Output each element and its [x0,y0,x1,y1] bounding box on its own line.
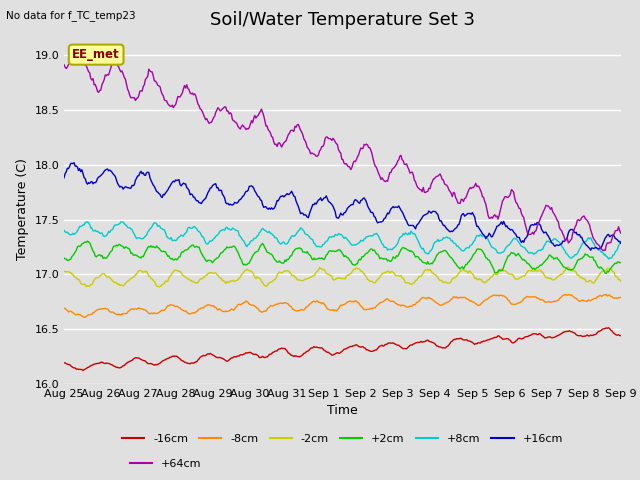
Text: No data for f_TC_temp23: No data for f_TC_temp23 [6,10,136,21]
X-axis label: Time: Time [327,405,358,418]
Title: Soil/Water Temperature Set 3: Soil/Water Temperature Set 3 [210,11,475,29]
Legend: +64cm: +64cm [125,454,205,473]
Text: EE_met: EE_met [72,48,120,61]
Y-axis label: Temperature (C): Temperature (C) [16,158,29,260]
